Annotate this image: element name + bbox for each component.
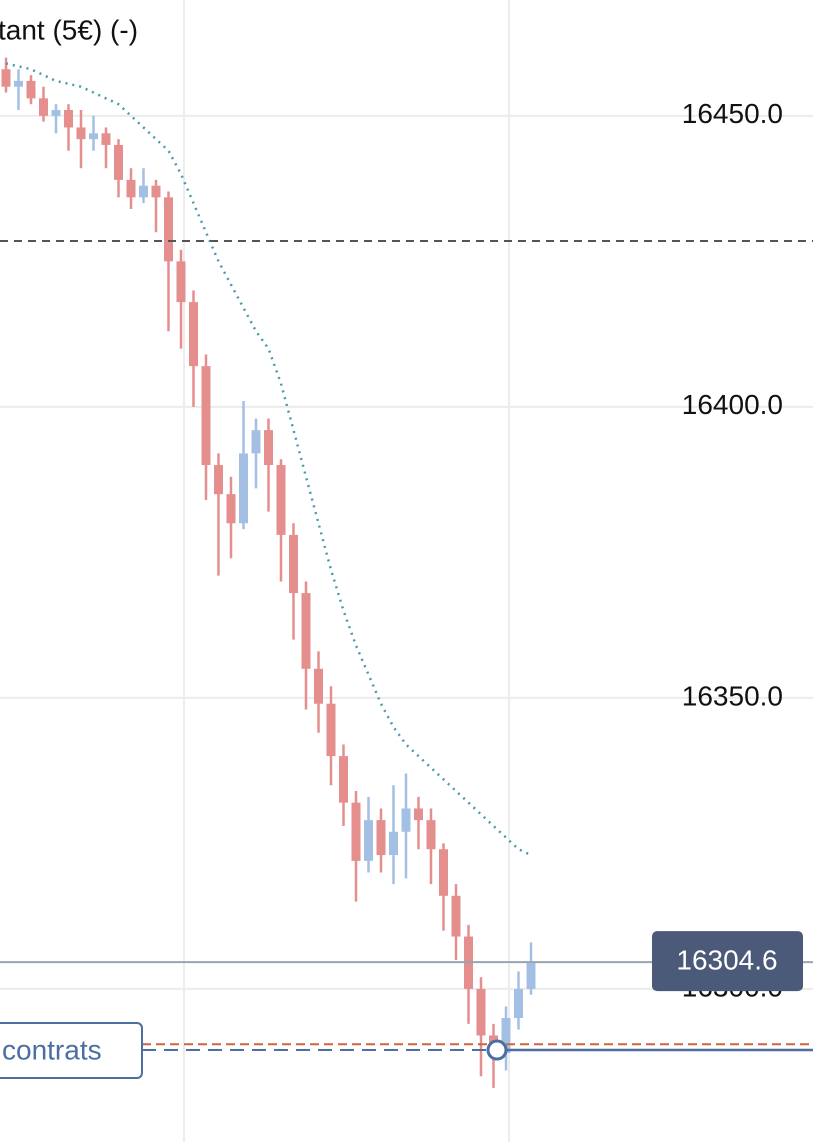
candle-body xyxy=(289,534,298,594)
candle-body xyxy=(501,1018,511,1053)
candle-body xyxy=(39,98,48,116)
candle-body xyxy=(339,756,348,803)
candle-body xyxy=(1,69,11,87)
candle-body xyxy=(314,668,323,704)
candle-body xyxy=(189,302,198,367)
candle-body xyxy=(476,988,486,1036)
candle-body xyxy=(126,179,136,198)
candle-body xyxy=(276,465,286,535)
candle-body xyxy=(301,593,311,669)
candle-body xyxy=(414,808,423,821)
candle-body xyxy=(26,80,36,99)
candle-body xyxy=(226,494,236,524)
position-label: contrats xyxy=(2,1034,102,1065)
candle-body xyxy=(439,849,448,896)
candle-body xyxy=(364,820,373,861)
candle-body xyxy=(151,185,161,198)
current-price-box xyxy=(652,931,803,992)
candle-body xyxy=(376,820,386,856)
candle-body xyxy=(514,988,523,1019)
candle-body xyxy=(51,110,61,116)
candle-body xyxy=(164,197,173,262)
chart-title: tant (5€) (-) xyxy=(0,14,138,45)
candle-body xyxy=(239,453,248,524)
candle-body xyxy=(264,430,273,466)
candle-body xyxy=(176,261,186,303)
candle-body xyxy=(114,144,123,180)
candle-body xyxy=(426,820,436,850)
overlay: 16300.016350.016400.016450.0contrats1630… xyxy=(0,98,813,1080)
position-label-box xyxy=(0,1022,143,1080)
candle-body xyxy=(101,133,111,145)
position-marker xyxy=(486,1039,508,1061)
candle-body xyxy=(214,465,223,495)
current-price-label: 16304.6 xyxy=(676,945,777,976)
y-tick-label: 16400.0 xyxy=(682,389,783,420)
candle-body xyxy=(251,430,261,454)
candle-body xyxy=(326,703,336,757)
candle-body xyxy=(351,802,361,861)
plot xyxy=(1,57,536,1088)
candle-body xyxy=(451,895,461,937)
candle-body xyxy=(139,185,148,198)
moving-average xyxy=(5,62,532,857)
candle-body xyxy=(76,127,86,140)
candle-body xyxy=(89,133,98,140)
candle-body xyxy=(64,110,73,128)
grid xyxy=(0,114,813,990)
candle-body xyxy=(14,80,23,87)
candle-body xyxy=(389,831,398,856)
candle-body xyxy=(201,366,211,466)
y-tick-label: 16350.0 xyxy=(682,680,783,711)
y-tick-label: 16450.0 xyxy=(682,98,783,129)
candle-body xyxy=(401,808,411,832)
candle-body xyxy=(526,962,536,989)
